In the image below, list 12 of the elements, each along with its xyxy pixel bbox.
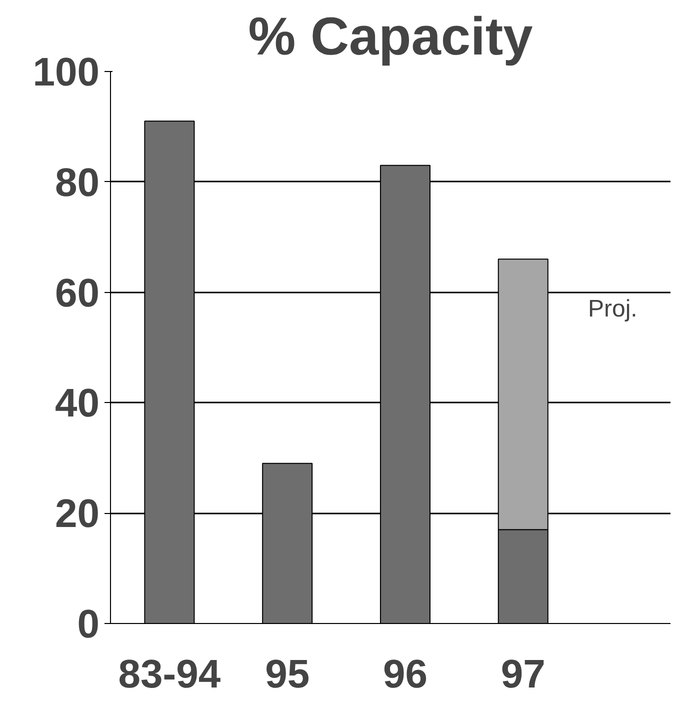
y-tick-label: 80: [55, 160, 100, 205]
y-tick-label: 20: [55, 492, 100, 536]
annotation: Proj.: [588, 295, 638, 322]
x-tick-label: 95: [265, 652, 310, 696]
y-tick-label: 0: [77, 602, 100, 646]
y-tick-label: 60: [55, 271, 100, 316]
x-tick-label: 96: [382, 652, 428, 696]
y-tick-label: 100: [32, 50, 100, 94]
chart-title: % Capacity: [248, 8, 534, 66]
y-tick-label: 40: [55, 382, 100, 426]
x-tick-label: 97: [500, 652, 546, 696]
x-tick-label: 83-94: [118, 652, 222, 696]
